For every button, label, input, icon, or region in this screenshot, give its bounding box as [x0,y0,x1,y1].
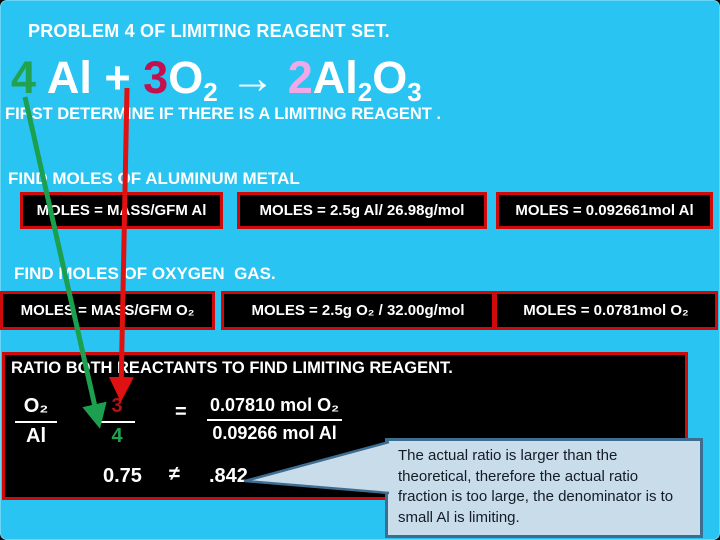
oxygen-substitution-box: MOLES = 2.5g O₂ / 32.00g/mol [221,291,495,330]
equation-o: O [168,52,204,103]
aluminum-section-heading: FIND MOLES OF ALUMINUM METAL [8,169,300,188]
aluminum-result-text: MOLES = 0.092661mol Al [515,202,694,219]
oxygen-formula-box: MOLES = MASS/GFM O₂ [0,291,215,330]
fraction-coefficients: 3 4 [99,395,135,448]
fraction-coefficients-denominator: 4 [111,425,123,447]
fraction-moles-denominator: 0.09266 mol Al [212,423,337,443]
equation-plus: + [104,52,144,103]
oxygen-result-box: MOLES = 0.0781mol O₂ [494,291,718,330]
result-theoretical-value: 0.75 [103,465,142,487]
conclusion-callout: The actual ratio is larger than the theo… [385,438,703,538]
equation-product-o: O [372,52,408,103]
equation-product-al: Al [312,52,358,103]
ratio-heading: RATIO BOTH REACTANTS TO FIND LIMITING RE… [11,359,453,377]
fraction-coefficients-numerator: 3 [99,395,135,423]
not-equals-symbol: ≠ [169,463,180,485]
equation-yields-arrow: → [217,52,288,103]
equation-product-o-subscript: 3 [407,77,422,107]
equation-al: Al [36,52,105,103]
fraction-moles: 0.07810 mol O₂ 0.09266 mol Al [207,395,343,444]
aluminum-formula-text: MOLES = MASS/GFM Al [36,202,207,219]
oxygen-formula-text: MOLES = MASS/GFM O₂ [20,302,195,319]
result-actual-value: .842 [209,465,248,487]
aluminum-formula-box: MOLES = MASS/GFM Al [20,192,223,229]
equation-coefficient-product: 2 [287,52,313,103]
equation-product-al-subscript: 2 [357,77,373,107]
subtitle: FIRST DETERMINE IF THERE IS A LIMITING R… [5,105,442,123]
equation-o-subscript: 2 [203,77,218,107]
fraction-species-denominator: Al [26,425,46,447]
aluminum-result-box: MOLES = 0.092661mol Al [496,192,713,229]
equation-coefficient-o2: 3 [143,52,169,103]
fraction-moles-numerator: 0.07810 mol O₂ [207,395,343,421]
oxygen-substitution-text: MOLES = 2.5g O₂ / 32.00g/mol [251,302,465,319]
fraction-species: O₂ Al [15,395,57,448]
aluminum-substitution-text: MOLES = 2.5g Al/ 26.98g/mol [259,202,465,219]
oxygen-section-heading: FIND MOLES OF OXYGEN GAS. [14,264,276,283]
conclusion-callout-text: The actual ratio is larger than the theo… [398,447,674,526]
equation-coefficient-al: 4 [11,52,37,103]
red-coefficient-arrow [108,87,134,402]
aluminum-substitution-box: MOLES = 2.5g Al/ 26.98g/mol [237,192,487,229]
oxygen-result-text: MOLES = 0.0781mol O₂ [523,302,689,319]
equals-sign: = [175,401,187,423]
slide-title: PROBLEM 4 OF LIMITING REAGENT SET. [28,21,390,41]
chemical-equation: 4 Al + 3 O 2 → 2 Al 2 O 3 [11,52,422,107]
fraction-species-numerator: O₂ [15,395,57,423]
